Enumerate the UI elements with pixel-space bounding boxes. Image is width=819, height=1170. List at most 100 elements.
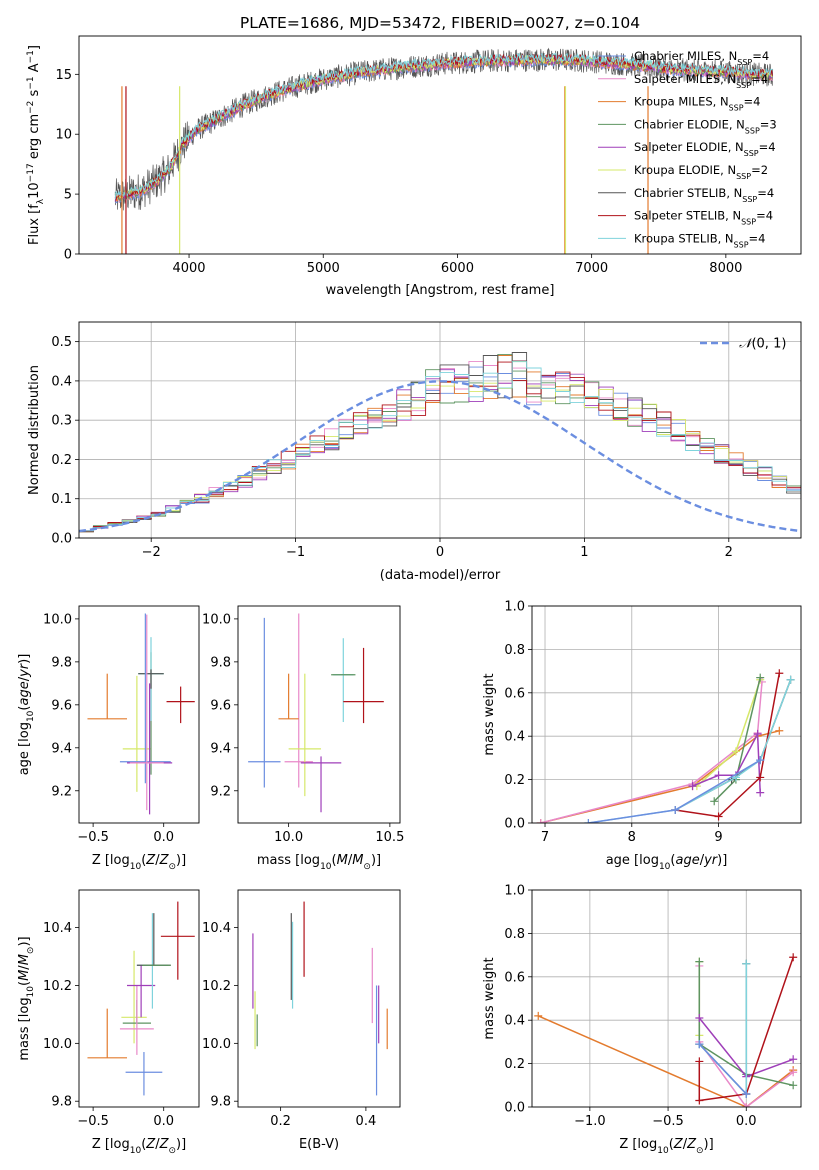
weight-series-line	[674, 679, 792, 811]
legend-label: Salpeter ELODIE, NSSP=4	[634, 140, 776, 158]
weight-series-line	[696, 679, 761, 787]
y-tick-label: 10.4	[202, 921, 231, 936]
axes-frame	[237, 605, 401, 824]
figure-title: PLATE=1686, MJD=53472, FIBERID=0027, z=0…	[240, 14, 640, 32]
y-axis-label: mass weight	[482, 673, 497, 755]
legend: Chabrier MILES, NSSP=4 Salpeter MILES, NS…	[598, 49, 777, 249]
legend-label: Kroupa STELIB, NSSP=4	[634, 231, 765, 249]
weight-series-line	[698, 1043, 747, 1095]
weight-marker	[695, 1057, 704, 1066]
weight-marker	[710, 797, 719, 806]
errorbar-point	[300, 756, 342, 813]
x-tick-label: 9	[714, 830, 722, 845]
x-tick-label: 2	[725, 545, 733, 560]
weight-marker	[789, 953, 798, 962]
x-tick-label: −1.0	[574, 1114, 606, 1129]
legend-label: Salpeter MILES, NSSP=4	[634, 72, 768, 90]
x-axis-label: age [log10(age/yr)]	[606, 853, 728, 872]
y-tick-label: 1.0	[504, 600, 525, 615]
errorbar-point	[288, 673, 322, 797]
y-tick-label: 0.0	[504, 1101, 525, 1116]
axes-frame	[531, 605, 802, 824]
y-tick-label: 0.4	[51, 374, 72, 389]
y-tick-label: 0.0	[504, 817, 525, 832]
spectrum-lines	[114, 47, 774, 254]
spectrum-series-line	[114, 54, 773, 202]
x-axis-label: E(B-V)	[299, 1137, 339, 1152]
x-axis-label: mass [log10(M/M⊙)]	[257, 853, 381, 872]
weight-series-line	[588, 759, 761, 823]
weight-marker	[756, 788, 765, 797]
y-tick-label: 0.6	[504, 686, 525, 701]
histogram-series	[79, 361, 801, 532]
weight-marker	[688, 782, 697, 791]
weight-marker	[671, 805, 680, 814]
x-axis-label: Z [log10(Z/Z⊙)]	[619, 1137, 713, 1156]
axes-frame	[78, 35, 802, 255]
legend-label: Kroupa ELODIE, NSSP=2	[634, 163, 768, 181]
weight-marker	[756, 673, 765, 682]
histogram-series	[79, 366, 801, 532]
x-axis-label: Z [log10(Z/Z⊙)]	[92, 1137, 186, 1156]
y-tick-label: 9.8	[210, 1095, 231, 1110]
x-axis-label: (data-model)/error	[380, 568, 501, 583]
y-tick-label: 0.1	[51, 492, 72, 507]
x-tick-label: 10.0	[274, 830, 303, 845]
weight-marker	[775, 669, 784, 678]
y-tick-label: 15	[55, 68, 72, 83]
weight-marker	[534, 1011, 543, 1020]
weight-marker	[789, 1055, 798, 1064]
y-tick-label: 10.0	[202, 1037, 231, 1052]
legend-label: Chabrier ELODIE, NSSP=3	[634, 117, 777, 135]
x-tick-label: 0.4	[356, 1114, 377, 1129]
weight-marker	[742, 1103, 751, 1107]
legend-label: Chabrier MILES, NSSP=4	[634, 49, 769, 67]
errorbar-point	[160, 901, 195, 980]
x-tick-label: 4000	[172, 261, 205, 276]
errorbars	[87, 901, 195, 1096]
errorbar-point	[284, 613, 313, 788]
y-tick-label: 10.4	[43, 921, 72, 936]
axes-frame	[78, 889, 200, 1108]
legend-label: Salpeter STELIB, NSSP=4	[634, 209, 773, 227]
errorbar-point	[129, 614, 164, 811]
errorbars	[252, 901, 388, 1096]
panel-spectrum: 4000 5000 6000 7000 8000 0 5 10 15 wavelength [An…	[26, 35, 802, 298]
weight-marker	[786, 675, 795, 684]
x-tick-label: 7000	[575, 261, 608, 276]
weight-marker	[775, 726, 784, 735]
gaussian-curve	[79, 380, 801, 533]
x-tick-label: 0.2	[270, 1114, 291, 1129]
y-tick-label: 10.0	[43, 612, 72, 627]
y-tick-label: 9.2	[210, 784, 231, 799]
panel-weight-vs-Z: −1.0 −0.5 0.0 0.0 0.2 0.4 0.6 0.8 1.0 Z [log10(Z/…	[482, 884, 802, 1156]
y-tick-label: 0.0	[51, 532, 72, 547]
weight-marker	[695, 1040, 704, 1049]
x-tick-label: 0.0	[153, 830, 174, 845]
errorbar-point	[87, 1008, 127, 1059]
y-axis-label: age [log10(age/yr)]	[17, 654, 36, 776]
x-tick-label: 5000	[307, 261, 340, 276]
legend-label: Kroupa MILES, NSSP=4	[634, 95, 760, 113]
x-tick-label: −0.5	[652, 1114, 684, 1129]
y-tick-label: 0	[64, 248, 72, 263]
errorbar-point	[119, 613, 171, 784]
y-tick-label: 9.8	[210, 655, 231, 670]
errorbar-point	[343, 647, 384, 724]
y-tick-label: 9.4	[51, 741, 72, 756]
weight-lines	[534, 953, 798, 1107]
y-tick-label: 10.0	[202, 612, 231, 627]
weight-series-line	[537, 1015, 794, 1107]
x-tick-label: 8	[628, 830, 636, 845]
histogram-series	[79, 360, 801, 533]
errorbar-point	[121, 950, 147, 1044]
errorbars	[248, 613, 384, 813]
weight-lines	[536, 669, 795, 823]
weight-series-line	[698, 957, 794, 1102]
weight-marker	[742, 1089, 751, 1098]
axes-frame	[78, 321, 802, 539]
y-axis-label: Normed distribution	[27, 365, 42, 495]
y-tick-label: 10	[55, 128, 72, 143]
weight-marker	[714, 812, 723, 821]
